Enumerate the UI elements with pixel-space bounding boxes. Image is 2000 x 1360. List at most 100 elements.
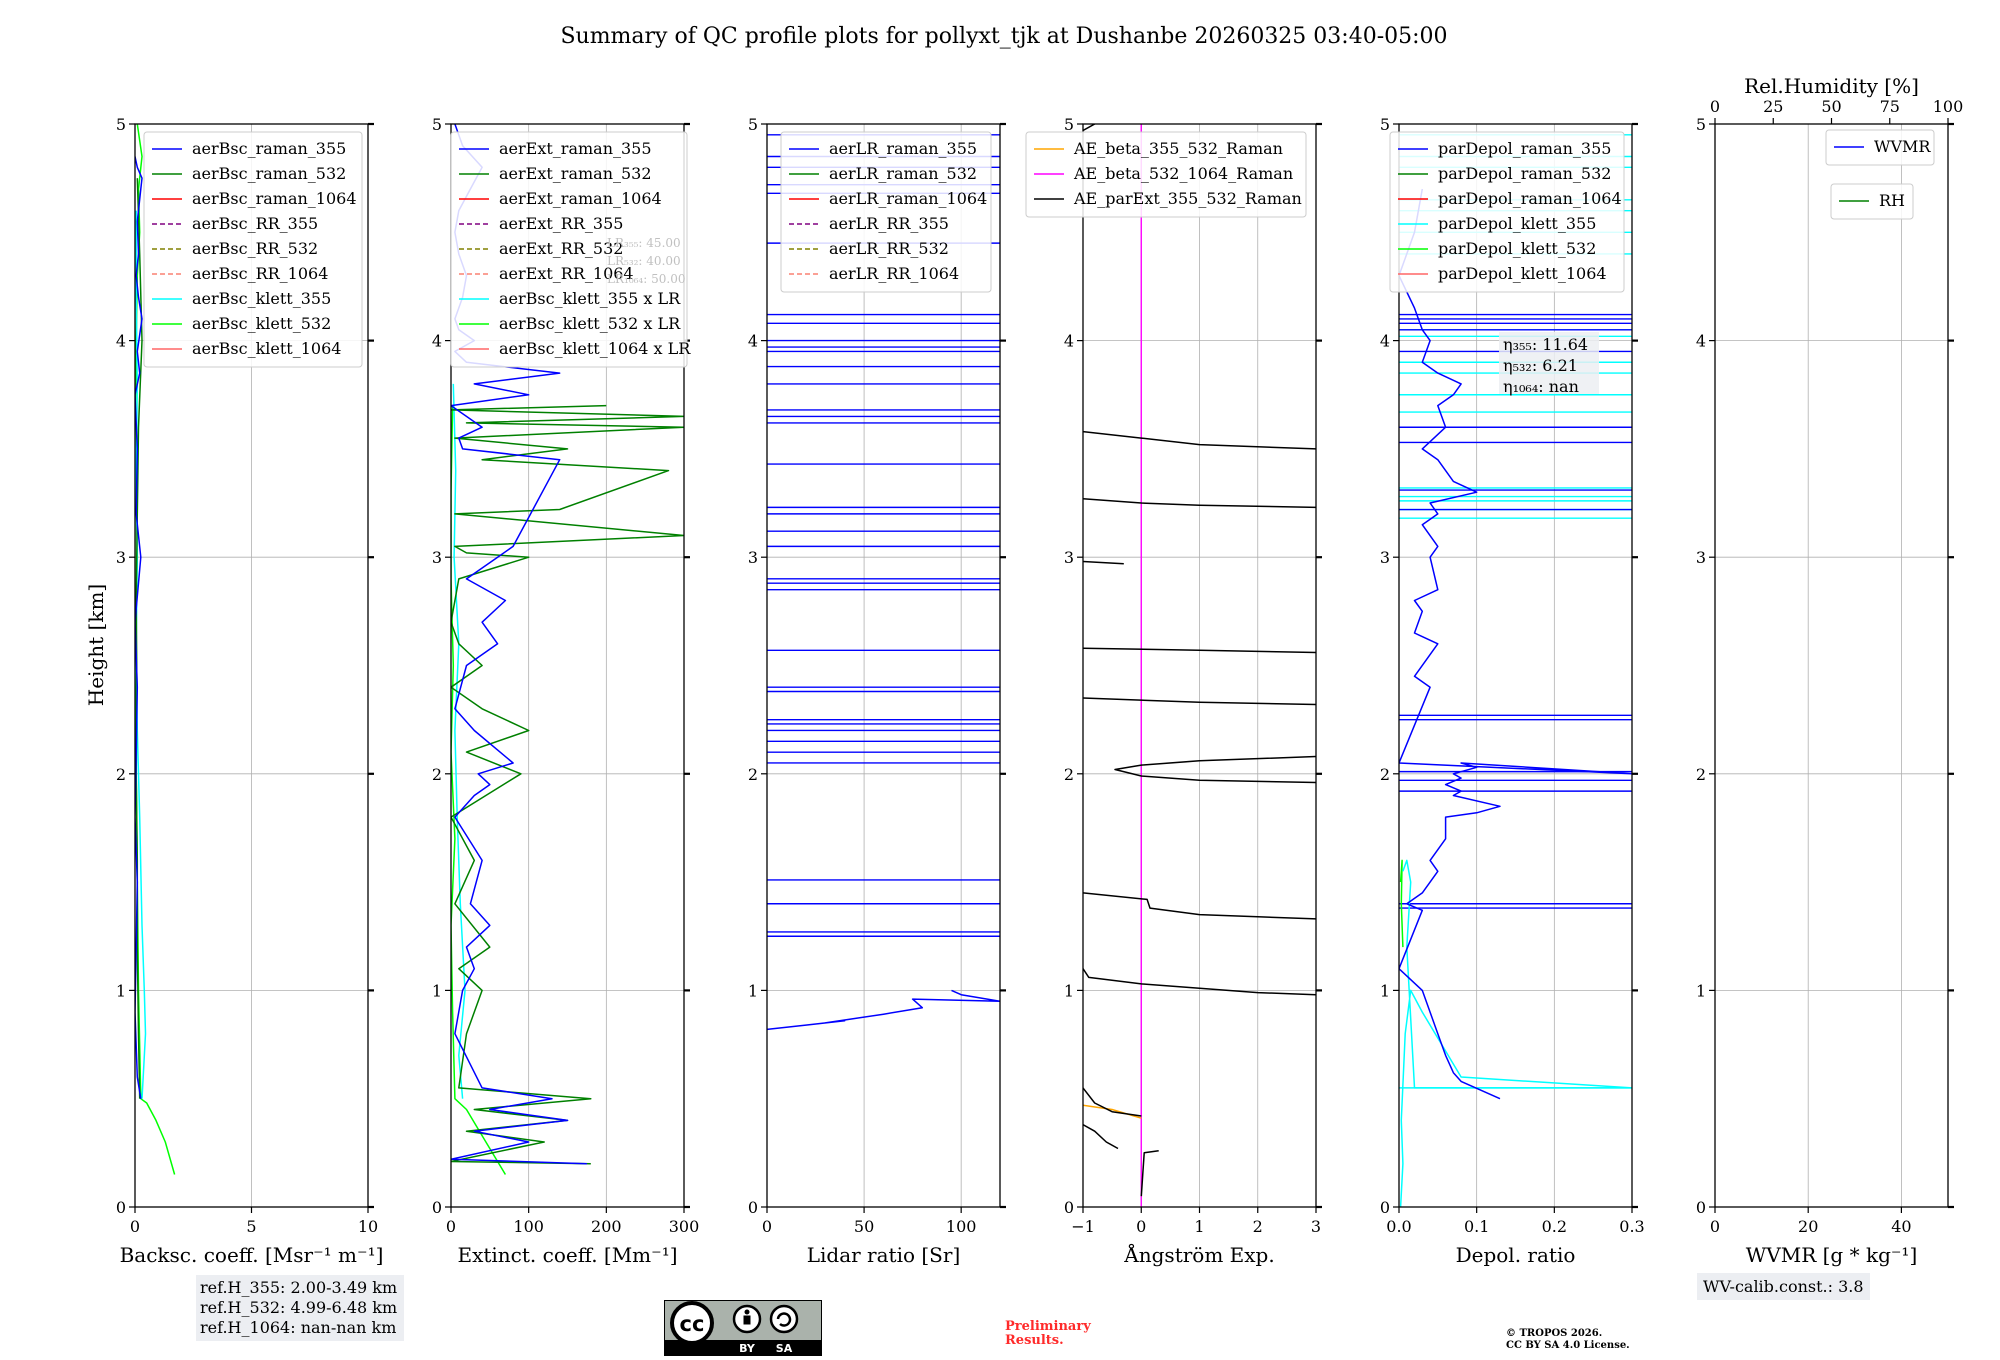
x-tick-label-0: 0 bbox=[446, 1217, 456, 1236]
legend-0: aerLR_raman_355 aerLR_raman_532 aerLR_rama… bbox=[780, 131, 992, 293]
series-ae-parext-h bbox=[1083, 647, 1316, 654]
y-tick-label-4: 4 bbox=[748, 332, 758, 351]
eta-box bbox=[1499, 332, 1599, 394]
x-axis-label: Backsc. coeff. [Msr⁻¹ m⁻¹] bbox=[120, 1243, 384, 1267]
y-tick-label-0: 0 bbox=[1696, 1198, 1706, 1217]
y-tick-label-5: 5 bbox=[748, 115, 758, 134]
legend-label-0: AE_beta_355_532_Raman bbox=[1073, 139, 1283, 158]
series-ae-parext-f bbox=[1114, 755, 1316, 784]
y-tick-label-2: 2 bbox=[1380, 765, 1390, 784]
legend-label-8: aerBsc_klett_1064 bbox=[192, 339, 341, 358]
y-tick-label-5: 5 bbox=[1696, 115, 1706, 134]
y-tick-label-1: 1 bbox=[1064, 981, 1074, 1000]
sa-share-alike-icon bbox=[769, 1304, 799, 1334]
y-tick-label-3: 3 bbox=[1696, 548, 1706, 567]
x-tick-label-4: 3 bbox=[1311, 1217, 1321, 1236]
legend-box bbox=[143, 131, 363, 368]
y-tick-label-5: 5 bbox=[1380, 115, 1390, 134]
legend-label-3: aerBsc_RR_355 bbox=[192, 214, 318, 233]
y-tick-label-3: 3 bbox=[748, 548, 758, 567]
legend-label-3: aerExt_RR_355 bbox=[499, 214, 623, 233]
ref-height-532: ref.H_532: 4.99-6.48 km bbox=[200, 1298, 398, 1317]
copyright-line-2: CC BY SA 4.0 License. bbox=[1506, 1340, 1630, 1351]
legend-label-2: AE_parExt_355_532_Raman bbox=[1073, 189, 1302, 208]
x-axis-label: WVMR [g * kg⁻¹] bbox=[1746, 1243, 1918, 1267]
y-tick-label-5: 5 bbox=[1064, 115, 1074, 134]
x-tick-label-1: 50 bbox=[854, 1217, 874, 1236]
series-ae-parext-b bbox=[1083, 1087, 1142, 1117]
y-tick-label-4: 4 bbox=[432, 332, 442, 351]
copyright-line-1: © TROPOS 2026. bbox=[1506, 1328, 1603, 1339]
legend-0: aerBsc_raman_355 aerBsc_raman_532 aerBsc_r… bbox=[143, 131, 363, 368]
series-aerext-raman-532 bbox=[451, 404, 684, 1165]
x-tick-label-2: 10 bbox=[358, 1217, 378, 1236]
y-axis-label: Height [km] bbox=[84, 584, 108, 706]
x-tick-label-3: 2 bbox=[1253, 1217, 1263, 1236]
series-ae-parext-c bbox=[1140, 1149, 1159, 1197]
legend-label-1: RH bbox=[1879, 191, 1905, 210]
legend-label-2: parDepol_raman_1064 bbox=[1438, 189, 1622, 208]
figure-title: Summary of QC profile plots for pollyxt_… bbox=[560, 24, 1447, 49]
legend-label-6: aerBsc_klett_355 x LR bbox=[499, 289, 681, 308]
legend-label-5: aerLR_RR_1064 bbox=[829, 264, 959, 283]
legend-label-5: aerBsc_RR_1064 bbox=[192, 264, 328, 283]
legend-box bbox=[1389, 131, 1625, 293]
panel-wvmr: 0 20 40 0 1 2 3 4 5 WVMR [g * kg⁻¹] 0 25 50 75 100 Rel.… bbox=[1696, 74, 1963, 1267]
axes-frame bbox=[1398, 123, 1633, 1208]
cc-by-label: BY bbox=[739, 1342, 756, 1355]
y-tick-label-0: 0 bbox=[748, 1198, 758, 1217]
y-tick-label-3: 3 bbox=[1064, 548, 1074, 567]
series-aerbsc-raman-355 bbox=[135, 156, 143, 1099]
legend-label-0: parDepol_raman_355 bbox=[1438, 139, 1611, 158]
legend-label-3: aerLR_RR_355 bbox=[829, 214, 949, 233]
panel-backscatter: 0 5 10 0 1 2 3 4 5 Backsc. coeff. [Msr⁻¹ m⁻¹] aerB… bbox=[116, 115, 384, 1267]
legend-label-1: parDepol_raman_532 bbox=[1438, 164, 1611, 183]
plot-area bbox=[135, 124, 176, 1175]
series-ae-parext-j bbox=[1083, 497, 1316, 509]
series-ae-parext-g bbox=[1083, 697, 1316, 706]
eta-note-2: η₁₀₆₄: nan bbox=[1503, 377, 1579, 396]
y-tick-label-2: 2 bbox=[748, 765, 758, 784]
x-tick-label-2: 200 bbox=[591, 1217, 622, 1236]
y-tick-label-1: 1 bbox=[116, 981, 126, 1000]
plot-area bbox=[1399, 134, 1632, 1207]
y-tick-label-5: 5 bbox=[116, 115, 126, 134]
legend-label-0: aerLR_raman_355 bbox=[829, 139, 977, 158]
legend-label-1: aerExt_raman_532 bbox=[499, 164, 652, 183]
top-axis-label: Rel.Humidity [%] bbox=[1744, 74, 1919, 98]
y-tick-label-1: 1 bbox=[432, 981, 442, 1000]
cc-sa-label: SA bbox=[776, 1342, 793, 1355]
lr-note-0: LR₃₅₅: 45.00 bbox=[607, 236, 681, 250]
y-tick-label-4: 4 bbox=[1696, 332, 1706, 351]
y-tick-label-4: 4 bbox=[1064, 332, 1074, 351]
wv-calibration-box: WV-calib.const.: 3.8 bbox=[1697, 1273, 1870, 1300]
series-ae-parext-k bbox=[1083, 430, 1316, 450]
legend-0: aerExt_raman_355 aerExt_raman_532 aerExt_r… bbox=[450, 131, 691, 368]
axes-frame bbox=[450, 123, 685, 1208]
cc-by-sa-badge: cc BY SA bbox=[664, 1300, 822, 1356]
panel-depol: 0.0 0.1 0.2 0.3 0 1 2 3 4 5 Depol. ratio parDepol_r… bbox=[1380, 115, 1645, 1267]
top-tick-label-4: 100 bbox=[1933, 97, 1964, 116]
y-tick-label-4: 4 bbox=[116, 332, 126, 351]
x-axis-label: Extinct. coeff. [Mm⁻¹] bbox=[457, 1243, 677, 1267]
cc-logo-icon bbox=[670, 1301, 714, 1345]
y-tick-label-2: 2 bbox=[1696, 765, 1706, 784]
legend-1: RH bbox=[1830, 183, 1914, 220]
lr-note-1: LR₅₃₂: 40.00 bbox=[607, 254, 681, 268]
series-aerbsc-klett-355-x-lr bbox=[452, 383, 466, 1099]
by-person-body bbox=[743, 1315, 751, 1325]
legend-box bbox=[1025, 131, 1307, 218]
series-ae-parext-l bbox=[1083, 124, 1096, 132]
legend-box bbox=[450, 131, 688, 368]
axes-frame bbox=[766, 123, 1001, 1208]
cc-badge-bar bbox=[665, 1340, 821, 1355]
legend-label-0: aerBsc_raman_355 bbox=[192, 139, 346, 158]
y-tick-label-0: 0 bbox=[432, 1198, 442, 1217]
x-tick-label-1: 20 bbox=[1798, 1217, 1818, 1236]
x-axis-label: Ångström Exp. bbox=[1123, 1242, 1274, 1267]
series-pardepol-raman-355 bbox=[1399, 188, 1632, 1100]
legend-label-5: parDepol_klett_1064 bbox=[1438, 264, 1607, 283]
y-tick-label-1: 1 bbox=[748, 981, 758, 1000]
y-tick-label-2: 2 bbox=[432, 765, 442, 784]
